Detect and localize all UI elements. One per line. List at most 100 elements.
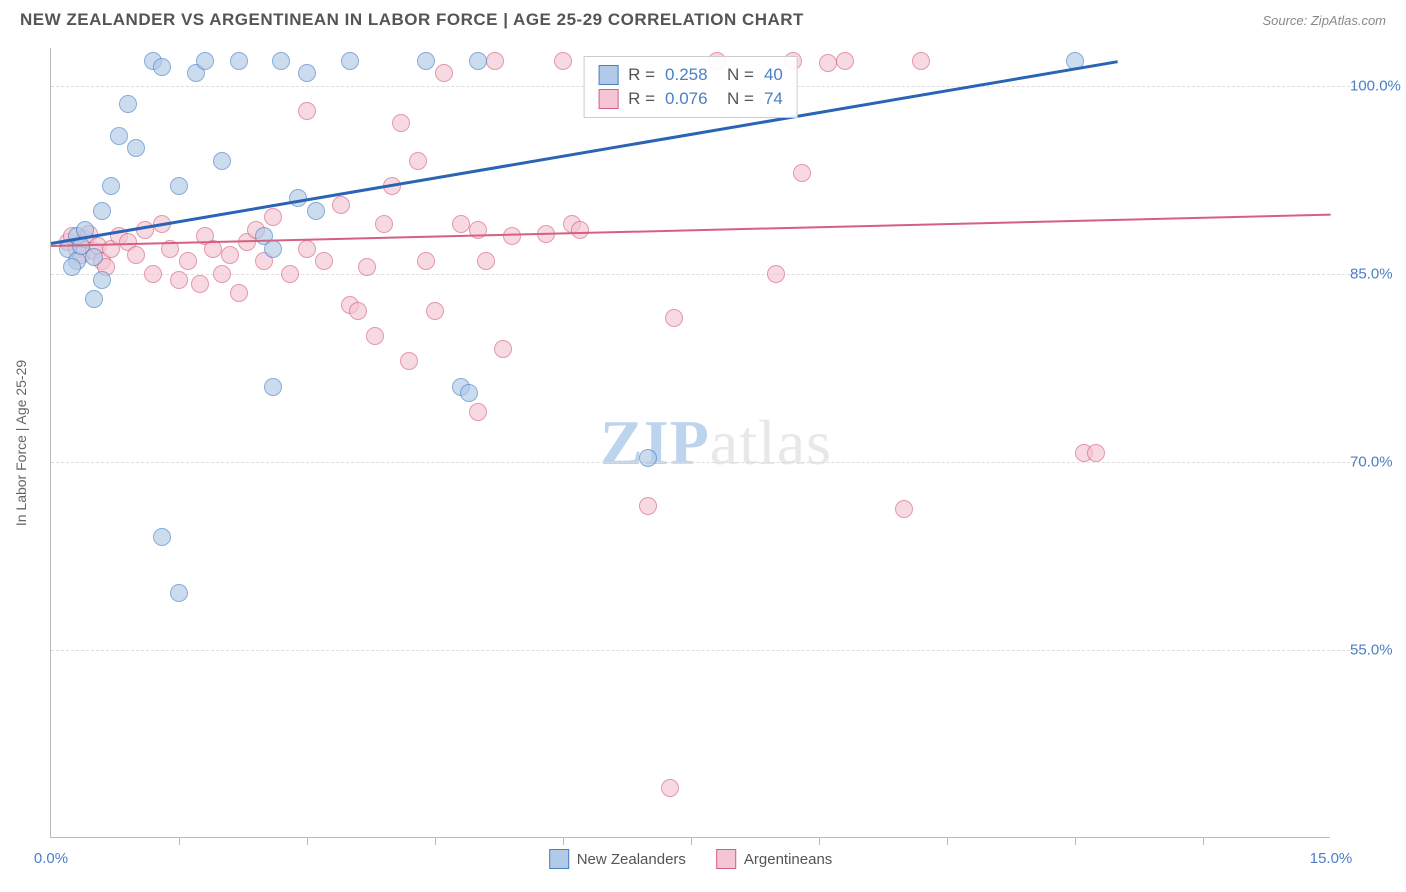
scatter-point <box>85 290 103 308</box>
scatter-point <box>460 384 478 402</box>
scatter-point <box>895 500 913 518</box>
scatter-point <box>639 449 657 467</box>
scatter-point <box>661 779 679 797</box>
scatter-point <box>264 208 282 226</box>
y-axis-label: In Labor Force | Age 25-29 <box>13 359 29 525</box>
scatter-point <box>554 52 572 70</box>
scatter-point <box>144 265 162 283</box>
scatter-point <box>127 246 145 264</box>
scatter-point <box>153 528 171 546</box>
scatter-point <box>486 52 504 70</box>
scatter-point <box>179 252 197 270</box>
scatter-point <box>264 240 282 258</box>
trend-line <box>51 214 1331 247</box>
x-tick <box>1075 837 1076 845</box>
legend-swatch <box>716 849 736 869</box>
grid-line <box>51 274 1360 275</box>
stats-n-label: N = <box>718 87 754 111</box>
legend-item: Argentineans <box>716 849 832 869</box>
y-tick-label: 100.0% <box>1350 77 1406 94</box>
scatter-point <box>912 52 930 70</box>
scatter-point <box>119 95 137 113</box>
chart-title: NEW ZEALANDER VS ARGENTINEAN IN LABOR FO… <box>20 10 804 30</box>
scatter-point <box>349 302 367 320</box>
scatter-point <box>298 102 316 120</box>
scatter-point <box>102 177 120 195</box>
scatter-point <box>230 52 248 70</box>
x-tick <box>947 837 948 845</box>
scatter-point <box>127 139 145 157</box>
scatter-point <box>358 258 376 276</box>
stats-swatch <box>598 65 618 85</box>
scatter-point <box>332 196 350 214</box>
scatter-point <box>793 164 811 182</box>
scatter-point <box>85 248 103 266</box>
stats-n-value: 74 <box>764 87 783 111</box>
scatter-point <box>417 52 435 70</box>
legend-label: Argentineans <box>744 851 832 868</box>
scatter-point <box>221 246 239 264</box>
scatter-point <box>435 64 453 82</box>
scatter-point <box>63 258 81 276</box>
chart-plot-area: ZIPatlas In Labor Force | Age 25-29 55.0… <box>50 48 1330 838</box>
scatter-point <box>315 252 333 270</box>
grid-line <box>51 650 1360 651</box>
legend-label: New Zealanders <box>577 851 686 868</box>
scatter-point <box>153 58 171 76</box>
stats-box: R = 0.258 N = 40R = 0.076 N = 74 <box>583 56 798 118</box>
y-tick-label: 70.0% <box>1350 453 1406 470</box>
x-tick-label-max: 15.0% <box>1310 850 1353 867</box>
scatter-point <box>469 52 487 70</box>
scatter-point <box>503 227 521 245</box>
scatter-point <box>1087 444 1105 462</box>
scatter-point <box>93 202 111 220</box>
scatter-point <box>170 584 188 602</box>
scatter-point <box>836 52 854 70</box>
scatter-point <box>264 378 282 396</box>
scatter-point <box>281 265 299 283</box>
scatter-point <box>665 309 683 327</box>
stats-r-value: 0.076 <box>665 87 708 111</box>
scatter-point <box>571 221 589 239</box>
stats-swatch <box>598 89 618 109</box>
x-tick <box>435 837 436 845</box>
y-tick-label: 85.0% <box>1350 265 1406 282</box>
scatter-point <box>469 403 487 421</box>
scatter-point <box>400 352 418 370</box>
scatter-point <box>170 177 188 195</box>
scatter-point <box>409 152 427 170</box>
scatter-point <box>341 52 359 70</box>
scatter-point <box>191 275 209 293</box>
scatter-point <box>477 252 495 270</box>
scatter-point <box>110 127 128 145</box>
legend-item: New Zealanders <box>549 849 686 869</box>
scatter-point <box>307 202 325 220</box>
scatter-point <box>767 265 785 283</box>
y-tick-label: 55.0% <box>1350 641 1406 658</box>
x-tick <box>1203 837 1204 845</box>
source-label: Source: ZipAtlas.com <box>1262 13 1386 28</box>
stats-n-label: N = <box>718 63 754 87</box>
scatter-point <box>366 327 384 345</box>
stats-r-value: 0.258 <box>665 63 708 87</box>
scatter-point <box>494 340 512 358</box>
scatter-point <box>196 52 214 70</box>
x-tick <box>563 837 564 845</box>
x-tick <box>307 837 308 845</box>
stats-r-label: R = <box>628 63 655 87</box>
scatter-point <box>298 240 316 258</box>
watermark: ZIPatlas <box>600 406 832 480</box>
scatter-point <box>639 497 657 515</box>
scatter-point <box>417 252 435 270</box>
scatter-point <box>452 215 470 233</box>
scatter-point <box>819 54 837 72</box>
legend-swatch <box>549 849 569 869</box>
scatter-point <box>375 215 393 233</box>
stats-row: R = 0.258 N = 40 <box>598 63 783 87</box>
stats-r-label: R = <box>628 87 655 111</box>
scatter-point <box>170 271 188 289</box>
x-tick <box>691 837 692 845</box>
x-tick-label-min: 0.0% <box>34 850 68 867</box>
stats-row: R = 0.076 N = 74 <box>598 87 783 111</box>
scatter-point <box>230 284 248 302</box>
